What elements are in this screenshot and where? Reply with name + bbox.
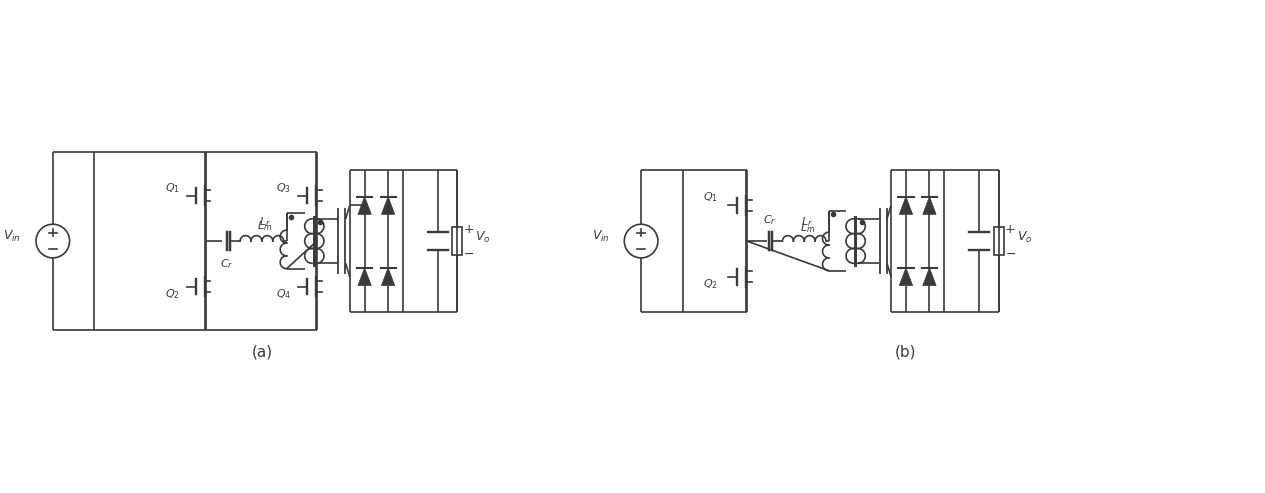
Text: +: + (1004, 223, 1016, 236)
Text: $L_r$: $L_r$ (259, 215, 271, 229)
Polygon shape (358, 268, 372, 285)
Text: $Q_1$: $Q_1$ (164, 181, 180, 195)
Polygon shape (382, 197, 395, 214)
Text: $Q_3$: $Q_3$ (276, 181, 291, 195)
Bar (453, 227, 463, 255)
Polygon shape (899, 197, 912, 214)
Text: (b): (b) (894, 344, 916, 359)
Polygon shape (922, 268, 936, 285)
Text: $Q_2$: $Q_2$ (164, 287, 180, 301)
Text: $Q_4$: $Q_4$ (276, 287, 291, 301)
Text: $V_o$: $V_o$ (1017, 230, 1032, 245)
Text: $-$: $-$ (1004, 246, 1016, 259)
Text: $L_m$: $L_m$ (799, 221, 815, 235)
Text: $V_o$: $V_o$ (476, 230, 491, 245)
Text: $C_r$: $C_r$ (220, 257, 233, 271)
Polygon shape (899, 268, 912, 285)
Text: $Q_2$: $Q_2$ (703, 278, 719, 291)
Text: $V_{in}$: $V_{in}$ (592, 229, 610, 244)
Text: +: + (463, 223, 474, 236)
Polygon shape (358, 197, 372, 214)
Text: $C_r$: $C_r$ (763, 213, 777, 227)
Text: $L_r$: $L_r$ (801, 215, 813, 229)
Text: $Q_1$: $Q_1$ (703, 191, 719, 205)
Text: $V_{in}$: $V_{in}$ (4, 229, 22, 244)
Bar (994, 227, 1003, 255)
Polygon shape (922, 197, 936, 214)
Text: $-$: $-$ (463, 246, 474, 259)
Polygon shape (382, 268, 395, 285)
Text: (a): (a) (252, 344, 273, 359)
Text: $L_m$: $L_m$ (257, 219, 272, 233)
